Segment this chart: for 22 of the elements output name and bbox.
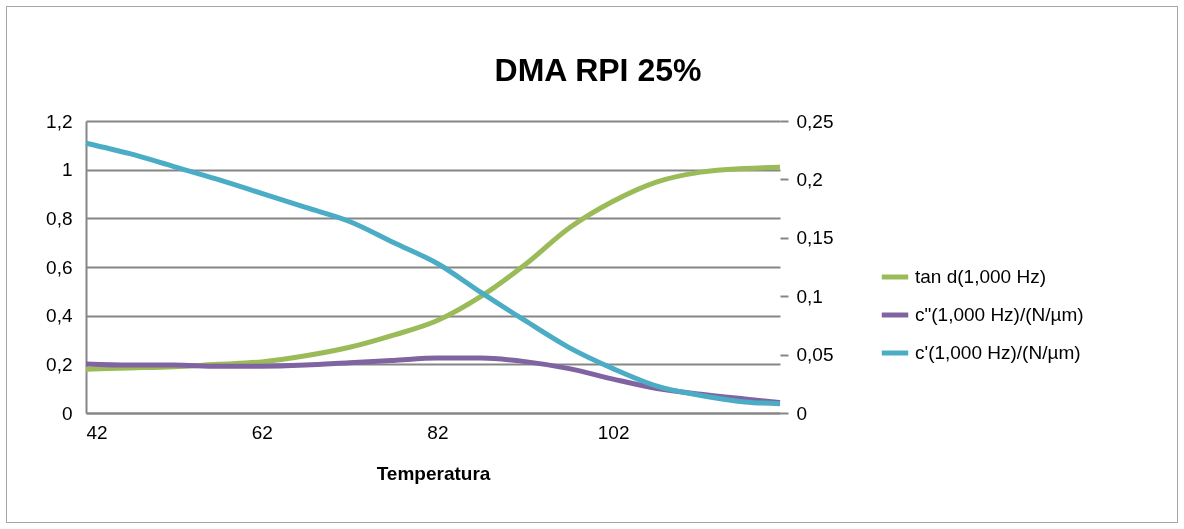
y-tick-label: 0,6 [46, 256, 73, 278]
y-tick-label: 0,8 [46, 207, 73, 229]
y2-tick-label: 0,25 [796, 110, 834, 132]
legend-label: c"(1,000 Hz)/(N/µm) [915, 304, 1084, 325]
x-axis-title: Temperatura [376, 462, 491, 484]
y-tick-label: 0,4 [46, 305, 73, 327]
x-tick-label: 42 [86, 421, 108, 443]
y2-tick-label: 0,1 [796, 285, 823, 307]
y2-tick-label: 0 [796, 402, 808, 424]
chart-title: DMA RPI 25% [494, 52, 702, 88]
y-tick-label: 1 [61, 159, 73, 181]
y-tick-label: 0,2 [46, 353, 73, 375]
x-tick-label: 102 [597, 421, 630, 443]
y-tick-label: 0 [61, 402, 73, 424]
x-tick-label: 82 [427, 421, 449, 443]
x-tick-label: 62 [251, 421, 273, 443]
y2-tick-label: 0,2 [796, 168, 823, 190]
y2-tick-label: 0,15 [796, 227, 834, 249]
legend-label: tan d(1,000 Hz) [915, 266, 1046, 287]
y-tick-label: 1,2 [46, 110, 73, 132]
legend-label: c'(1,000 Hz)/(N/µm) [915, 342, 1081, 363]
y2-tick-label: 0,05 [796, 344, 834, 366]
